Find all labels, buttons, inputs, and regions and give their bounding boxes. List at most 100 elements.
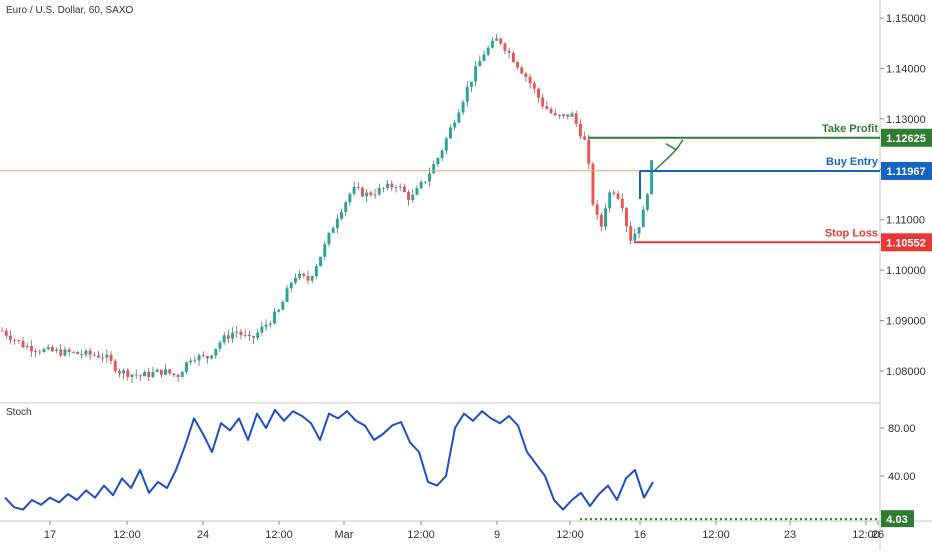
candle-body xyxy=(46,347,50,350)
candle-body xyxy=(562,114,566,117)
price-tick-label: 1.09000 xyxy=(886,316,926,328)
stoch-tick-label: 40.00 xyxy=(888,471,916,483)
candle-body xyxy=(549,108,553,113)
candle-body xyxy=(185,362,188,373)
candle-body xyxy=(168,369,172,374)
time-tick-label: 26 xyxy=(872,529,884,541)
level-label: Take Profit xyxy=(822,123,878,135)
candle-body xyxy=(390,183,394,188)
candle-body xyxy=(553,112,557,116)
candle-body xyxy=(423,181,427,183)
candle-body xyxy=(645,194,649,210)
time-tick-label: 12:00 xyxy=(852,529,880,541)
candle-body xyxy=(411,194,415,201)
candle-body xyxy=(532,83,536,89)
candle-body xyxy=(557,115,561,117)
candle-body xyxy=(616,193,620,199)
candle-body xyxy=(620,198,624,209)
candle-body xyxy=(268,323,272,325)
candle-body xyxy=(151,371,155,377)
candle-body xyxy=(231,332,235,339)
candle-body xyxy=(402,186,406,193)
candle-body xyxy=(461,101,465,113)
candle-body xyxy=(591,163,595,205)
candle-body xyxy=(604,208,607,227)
candle-body xyxy=(21,340,25,348)
candle-body xyxy=(629,226,633,241)
candle-body xyxy=(285,288,289,302)
stoch-value-tag xyxy=(881,510,914,528)
candle-body xyxy=(344,202,348,213)
candle-body xyxy=(273,311,276,324)
price-pane: Take Profit Buy Entry Stop Loss xyxy=(0,34,880,384)
candle-body xyxy=(356,186,360,188)
candle-body xyxy=(377,187,381,195)
stochastic-pane xyxy=(4,409,880,521)
candle-body xyxy=(189,360,193,363)
stoch-title: Stoch xyxy=(6,407,32,418)
candle-body xyxy=(281,301,285,310)
time-tick-label: 23 xyxy=(784,529,796,541)
candle-body xyxy=(369,192,373,195)
candle-body xyxy=(490,40,494,48)
time-tick-label: 12:00 xyxy=(113,529,141,541)
chart-title: Euro / U.S. Dollar, 60, SAXO xyxy=(6,5,133,16)
candle-body xyxy=(260,326,264,333)
candle-body xyxy=(226,335,230,339)
candle-body xyxy=(138,375,142,377)
candle-body xyxy=(486,47,490,55)
candle-body xyxy=(373,194,377,196)
candle-body xyxy=(528,76,532,84)
candle-body xyxy=(314,266,318,277)
candle-body xyxy=(201,355,205,357)
candle-body xyxy=(264,324,268,327)
candle-body xyxy=(633,233,637,241)
candle-body xyxy=(4,330,8,336)
candle-body xyxy=(465,86,469,102)
candle-body xyxy=(436,158,440,165)
target-arrow xyxy=(654,149,677,171)
candle-body xyxy=(310,276,314,281)
candle-body xyxy=(210,355,214,359)
candle-body xyxy=(130,374,134,378)
candle-body xyxy=(511,52,515,63)
axes: 1.080001.090001.100001.110001.120001.130… xyxy=(44,13,932,541)
time-tick-label: 17 xyxy=(44,529,56,541)
candle-body xyxy=(25,346,29,348)
price-tick-label: 1.14000 xyxy=(886,63,926,75)
candle-body xyxy=(419,182,423,189)
candle-body xyxy=(159,369,163,375)
candle-body xyxy=(222,335,226,343)
candle-body xyxy=(105,354,109,358)
candle-body xyxy=(109,354,113,361)
stoch-tick-label: 80.00 xyxy=(888,423,916,435)
candle-body xyxy=(239,331,243,336)
time-tick-label: 24 xyxy=(197,529,209,541)
candle-body xyxy=(541,97,545,107)
candle-body xyxy=(469,81,473,87)
candle-body xyxy=(298,273,302,278)
level-label: Stop Loss xyxy=(825,227,878,239)
candle-body xyxy=(625,208,628,227)
candle-body xyxy=(113,360,117,372)
candle-body xyxy=(599,214,603,227)
candle-body xyxy=(218,342,222,349)
candle-body xyxy=(88,350,92,355)
candle-body xyxy=(289,282,293,289)
candle-body xyxy=(537,88,540,98)
candle-body xyxy=(335,218,339,229)
candle-body xyxy=(503,43,507,51)
candle-body xyxy=(306,275,310,281)
candle-body xyxy=(205,356,209,359)
candle-body xyxy=(319,256,323,267)
time-tick-label: Mar xyxy=(335,529,354,541)
candle-body xyxy=(42,349,46,352)
candle-body xyxy=(29,346,33,352)
candle-body xyxy=(17,340,21,341)
level-price-tag-text: 1.10552 xyxy=(886,237,926,249)
candle-body xyxy=(193,360,197,362)
price-tick-label: 1.15000 xyxy=(886,13,926,25)
candle-body xyxy=(76,351,79,354)
stoch-line xyxy=(4,409,654,511)
